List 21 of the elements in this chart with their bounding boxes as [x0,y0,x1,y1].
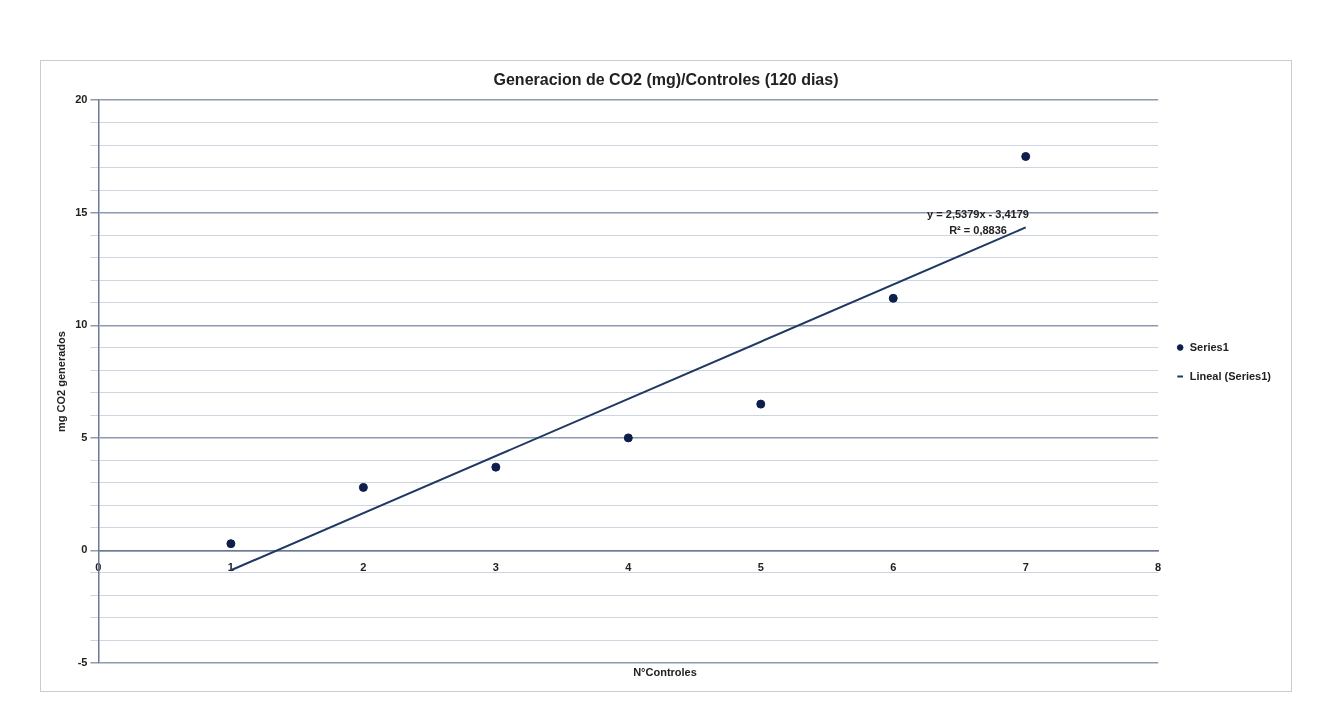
y-tick-label: 10 [75,318,88,331]
x-tick-label: 6 [890,561,897,574]
x-tick-label: 7 [1022,561,1029,574]
y-tick-label: 15 [75,205,88,218]
annotation: R² = 0,8836 [949,224,1007,237]
y-tick-label: -5 [77,656,88,669]
x-tick-label: 4 [625,561,633,574]
x-tick-label: 1 [227,561,234,574]
x-tick-label: 3 [492,561,499,574]
y-axis-title: mg CO2 generados [54,331,67,433]
y-tick-label: 0 [81,543,88,556]
x-axis-title: N°Controles [633,666,697,678]
y-tick-label: 20 [75,93,88,106]
legend-label: Series1 [1189,340,1229,353]
x-tick-label: 2 [360,561,367,574]
legend-label: Lineal (Series1) [1189,369,1272,382]
y-tick-label: 5 [81,430,88,443]
annotation: y = 2,5379x - 3,4179 [927,208,1029,221]
x-tick-label: 8 [1155,561,1162,574]
chart-title: Generacion de CO2 (mg)/Controles (120 dias) [493,71,839,89]
x-tick-label: 5 [757,561,764,574]
